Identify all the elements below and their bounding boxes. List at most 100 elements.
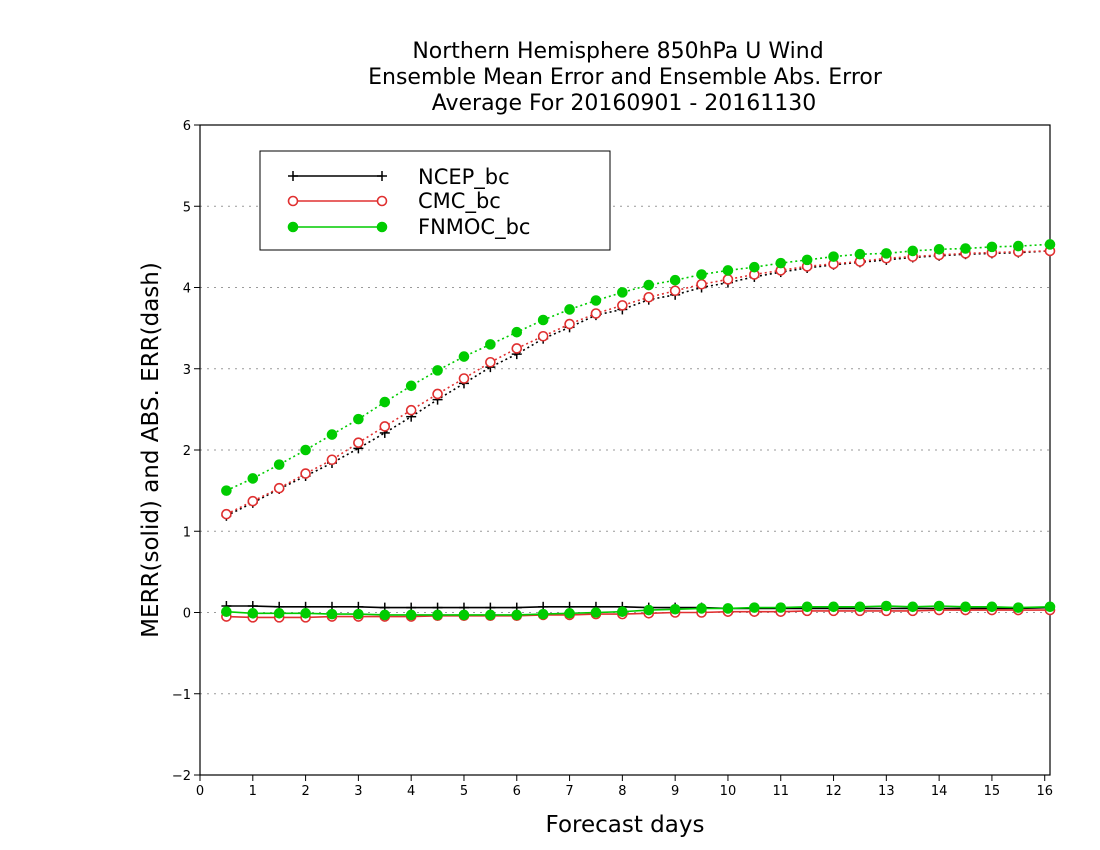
data-point-merr	[273, 608, 285, 619]
data-point-abs_err	[617, 287, 628, 298]
x-tick-label: 1	[249, 784, 257, 799]
data-point-abs_err	[353, 437, 364, 448]
data-point-abs_err	[247, 495, 259, 507]
y-tick-label: 0	[183, 607, 191, 622]
data-point-merr	[643, 604, 655, 616]
data-point-abs_err	[511, 343, 523, 354]
legend-marker-NCEP_bc	[288, 171, 298, 181]
y-tick-label: 6	[183, 119, 191, 134]
data-point-merr	[353, 608, 364, 620]
data-point-abs_err	[986, 241, 998, 253]
data-point-merr	[590, 607, 602, 618]
series-lines	[221, 239, 1056, 623]
data-point-abs_err	[432, 365, 443, 376]
data-point-abs_err	[432, 388, 443, 400]
data-point-merr	[221, 606, 232, 617]
data-point-abs_err	[564, 304, 575, 315]
data-point-merr	[379, 609, 391, 621]
data-point-merr	[986, 601, 998, 613]
legend-marker-CMC_bc	[287, 195, 299, 207]
data-point-merr	[881, 600, 892, 612]
x-tick-label: 12	[825, 784, 842, 799]
data-point-abs_err	[1013, 240, 1024, 252]
data-point-abs_err	[537, 330, 549, 342]
abs-err-line	[226, 243, 1051, 492]
data-point-abs_err	[854, 248, 866, 260]
legend-label-fnmoc: FNMOC_bc	[418, 215, 530, 240]
data-point-abs_err	[537, 314, 549, 326]
data-point-merr	[933, 600, 945, 612]
data-point-merr	[828, 601, 839, 613]
x-tick-label: 4	[407, 784, 415, 799]
series-FNMOC_bc-merr	[221, 600, 1056, 621]
x-tick-label: 14	[931, 784, 948, 799]
data-point-abs_err	[458, 373, 470, 384]
x-tick-label: 5	[460, 784, 468, 799]
data-point-merr	[537, 608, 549, 620]
data-point-abs_err	[485, 339, 496, 350]
data-point-abs_err	[326, 429, 338, 440]
data-point-merr	[696, 603, 707, 614]
data-point-abs_err	[590, 308, 602, 319]
data-point-abs_err	[405, 380, 417, 392]
data-point-merr	[722, 603, 734, 614]
data-point-abs_err	[379, 396, 391, 408]
y-tick-label: 4	[183, 282, 191, 297]
data-point-abs_err	[960, 243, 971, 254]
x-tick-label: 8	[618, 784, 626, 799]
data-point-abs_err	[273, 482, 285, 494]
x-axis-label: Forecast days	[546, 812, 705, 838]
y-tick-label: 2	[183, 444, 191, 459]
data-point-abs_err	[881, 248, 892, 259]
legend-marker-CMC_bc	[376, 195, 388, 207]
x-tick-label: 10	[720, 784, 737, 799]
data-point-merr	[775, 602, 787, 613]
x-tick-label: 2	[301, 784, 309, 799]
chart-subtitle: Ensemble Mean Error and Ensemble Abs. Er…	[368, 65, 883, 90]
data-point-merr	[749, 602, 760, 613]
data-point-merr	[300, 608, 311, 619]
data-point-abs_err	[485, 356, 496, 368]
y-tick-label: 5	[183, 200, 191, 215]
data-point-abs_err	[749, 261, 760, 273]
data-point-abs_err	[300, 468, 311, 479]
data-point-abs_err	[405, 404, 417, 416]
x-tick-label: 7	[565, 784, 573, 799]
data-point-abs_err	[353, 413, 364, 425]
legend-marker-FNMOC_bc	[287, 221, 299, 233]
y-tick-label: −2	[172, 769, 191, 784]
abs-err-line	[226, 250, 1051, 517]
x-tick-label: 13	[878, 784, 895, 799]
data-point-abs_err	[828, 251, 839, 262]
y-axis-label: MERR(solid) and ABS. ERR(dash)	[138, 262, 164, 638]
data-point-abs_err	[643, 291, 655, 303]
series-FNMOC_bc-abs_err	[221, 239, 1056, 496]
data-point-merr	[1044, 601, 1056, 613]
data-point-abs_err	[696, 269, 707, 280]
data-point-abs_err	[247, 473, 259, 484]
data-point-merr	[485, 609, 496, 621]
data-point-merr	[405, 609, 417, 621]
data-point-abs_err	[300, 444, 311, 456]
data-point-abs_err	[273, 459, 285, 470]
y-tick-label: −1	[172, 688, 191, 703]
data-point-merr	[907, 601, 919, 613]
legend-label-cmc: CMC_bc	[418, 189, 501, 214]
series-NCEP_bc-merr	[221, 601, 1055, 614]
x-tick-label: 16	[1036, 784, 1053, 799]
legend: NCEP_bc CMC_bc FNMOC_bc	[259, 150, 611, 251]
data-point-abs_err	[1044, 239, 1056, 250]
data-point-abs_err	[221, 485, 232, 496]
data-point-abs_err	[775, 257, 787, 269]
data-point-merr	[617, 606, 628, 617]
data-point-abs_err	[669, 285, 681, 297]
legend-marker-NCEP_bc	[377, 171, 387, 181]
data-point-abs_err	[379, 421, 391, 432]
x-tick-label: 15	[984, 784, 1001, 799]
data-point-abs_err	[722, 265, 734, 276]
data-point-abs_err	[643, 279, 655, 291]
data-point-merr	[432, 609, 443, 621]
chart-title: Northern Hemisphere 850hPa U Wind	[412, 39, 823, 64]
